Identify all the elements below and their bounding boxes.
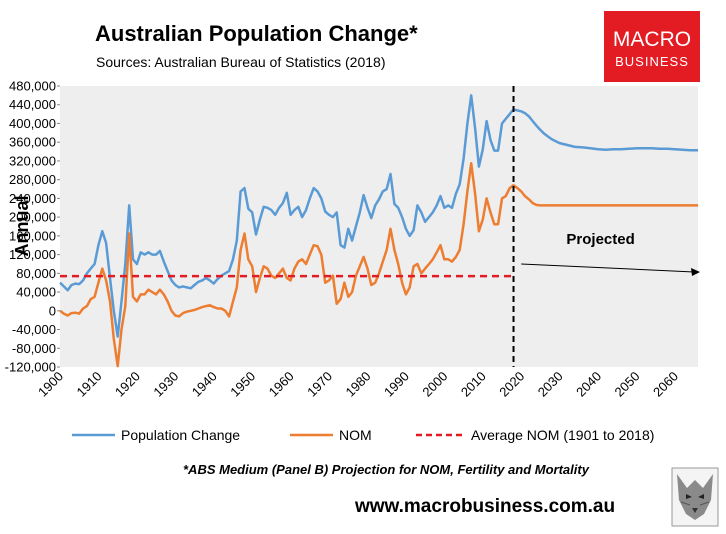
x-tick-label: 1950 — [227, 369, 258, 400]
x-tick-label: 2020 — [496, 369, 527, 400]
website-url: www.macrobusiness.com.au — [354, 496, 615, 517]
y-tick-label: 480,000 — [9, 79, 56, 94]
x-tick-label: 1920 — [112, 369, 143, 400]
projected-arrow-head — [691, 267, 700, 276]
y-tick-label: -40,000 — [12, 322, 56, 337]
x-tick-label: 2050 — [612, 369, 643, 400]
legend-label-population: Population Change — [121, 427, 240, 443]
chart-subtitle: Sources: Australian Bureau of Statistics… — [96, 54, 385, 70]
y-tick-label: 160,000 — [9, 228, 56, 243]
logo-line2: BUSINESS — [615, 54, 689, 69]
logo-background — [604, 11, 700, 82]
y-tick-label: 440,000 — [9, 97, 56, 112]
x-axis: 1900 1910 1920 1930 1940 1950 1960 1970 1980 1990… — [35, 369, 681, 400]
y-tick-label: 320,000 — [9, 153, 56, 168]
y-tick-label: 200,000 — [9, 210, 56, 225]
series-line-population-change — [59, 94, 698, 338]
series-layer — [59, 94, 698, 368]
projected-arrow — [521, 263, 695, 273]
x-tick-label: 1990 — [381, 369, 412, 400]
x-tick-label: 1980 — [343, 369, 374, 400]
macro-business-logo: MACRO BUSINESS — [604, 11, 700, 82]
logo-line1: MACRO — [613, 28, 691, 51]
y-tick-label: 360,000 — [9, 135, 56, 150]
chart-title: Australian Population Change* — [95, 21, 418, 46]
x-tick-label: 2000 — [419, 369, 450, 400]
series-line-nom — [59, 162, 698, 368]
x-tick-label: 2040 — [573, 369, 604, 400]
x-tick-label: 1960 — [266, 369, 297, 400]
y-axis: 480,000 440,000 400,000 360,000 320,000 280,0… — [5, 79, 60, 375]
y-axis-label: Annual — [12, 196, 32, 257]
projected-label: Projected — [566, 231, 634, 248]
x-tick-label: 1930 — [150, 369, 181, 400]
x-tick-label: 2010 — [458, 369, 489, 400]
footnote: *ABS Medium (Panel B) Projection for NOM… — [183, 462, 590, 477]
y-tick-label: 80,000 — [16, 266, 56, 281]
legend-label-nom: NOM — [339, 427, 372, 443]
y-tick-label: 120,000 — [9, 247, 56, 262]
wolf-logo-icon — [671, 467, 719, 527]
legend: Population Change NOM Average NOM (1901 … — [72, 427, 654, 443]
y-tick-label: 40,000 — [16, 285, 56, 300]
legend-label-average-nom: Average NOM (1901 to 2018) — [471, 427, 654, 443]
y-tick-label: -120,000 — [5, 360, 56, 375]
y-tick-label: 240,000 — [9, 191, 56, 206]
y-tick-label: 280,000 — [9, 172, 56, 187]
x-tick-label: 1940 — [189, 369, 220, 400]
y-tick-label: 0 — [49, 303, 56, 318]
x-tick-label: 2060 — [650, 369, 681, 400]
y-tick-label: 400,000 — [9, 116, 56, 131]
x-tick-label: 1970 — [304, 369, 335, 400]
x-tick-label: 1910 — [73, 369, 104, 400]
plot-area — [60, 86, 698, 367]
y-tick-label: -80,000 — [12, 341, 56, 356]
projection-annotation: Projected — [521, 231, 700, 276]
x-tick-label: 2030 — [535, 369, 566, 400]
